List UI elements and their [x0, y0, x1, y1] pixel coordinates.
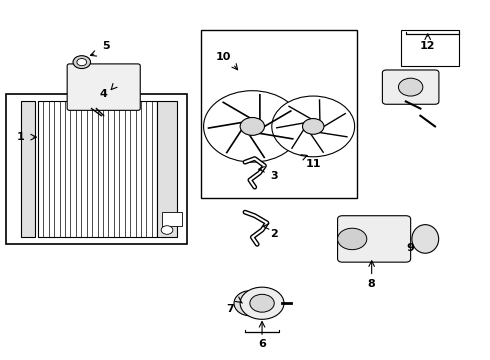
Bar — [401, 30, 460, 66]
Ellipse shape — [234, 291, 266, 316]
Bar — [201, 30, 357, 198]
Circle shape — [272, 96, 355, 157]
Text: 7: 7 — [226, 303, 234, 314]
Text: 2: 2 — [270, 229, 278, 239]
Bar — [38, 102, 157, 237]
Text: 1: 1 — [17, 132, 25, 142]
Circle shape — [240, 287, 284, 319]
Circle shape — [338, 228, 367, 249]
FancyBboxPatch shape — [382, 70, 439, 104]
Bar — [157, 102, 177, 237]
Text: 5: 5 — [102, 41, 110, 51]
Text: 11: 11 — [305, 159, 321, 169]
Circle shape — [77, 59, 87, 66]
Circle shape — [73, 56, 91, 68]
Circle shape — [398, 78, 423, 96]
Ellipse shape — [412, 225, 439, 253]
Text: 4: 4 — [100, 89, 108, 99]
Circle shape — [203, 91, 301, 162]
Circle shape — [302, 118, 324, 134]
Text: 9: 9 — [407, 243, 415, 253]
Text: 6: 6 — [258, 339, 266, 349]
Bar — [6, 94, 187, 244]
Text: 8: 8 — [368, 279, 375, 289]
Text: 3: 3 — [270, 171, 278, 181]
Bar — [162, 212, 182, 226]
Text: 10: 10 — [216, 52, 231, 62]
Circle shape — [250, 294, 274, 312]
Circle shape — [161, 226, 173, 234]
Circle shape — [240, 117, 265, 135]
FancyBboxPatch shape — [338, 216, 411, 262]
FancyBboxPatch shape — [67, 64, 140, 111]
Text: 12: 12 — [420, 41, 436, 51]
Bar — [21, 102, 35, 237]
